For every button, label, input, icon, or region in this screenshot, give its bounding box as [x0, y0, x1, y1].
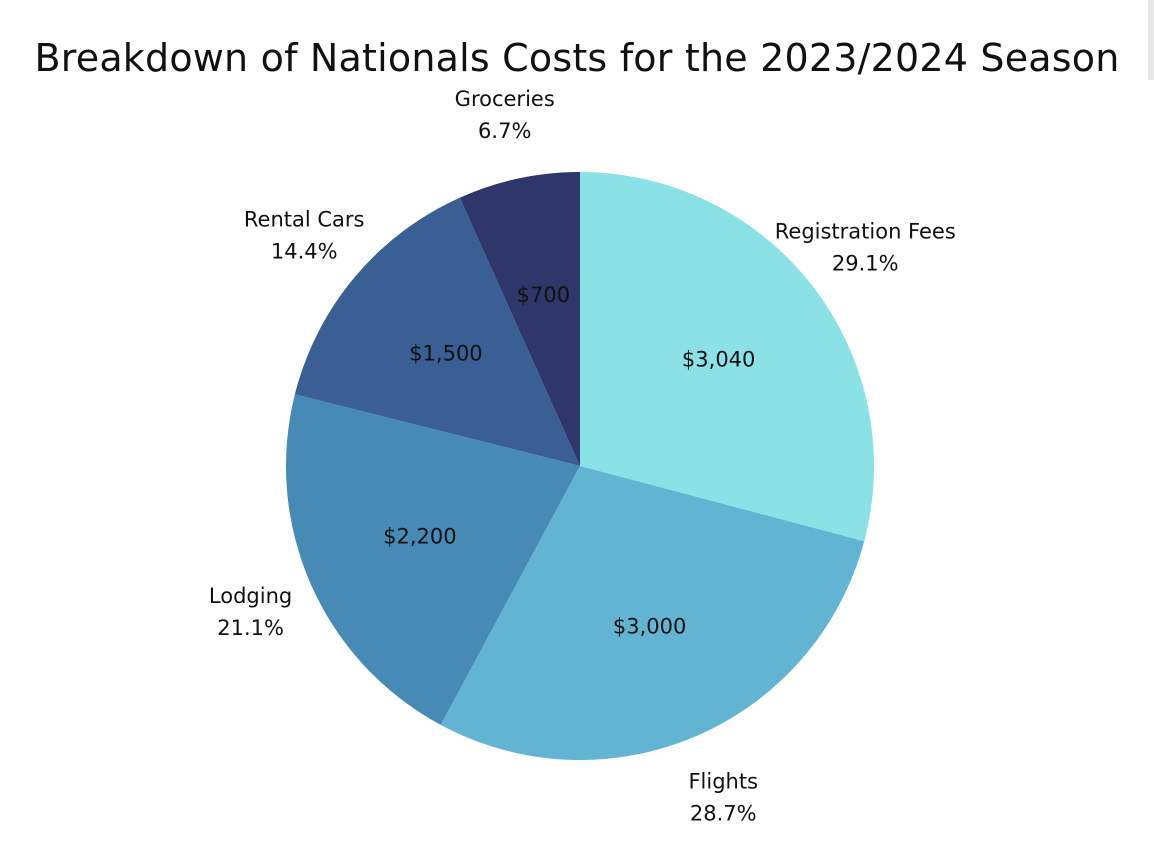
percent-label-flights: 28.7%	[690, 801, 757, 825]
pie-slice-registration-fees	[580, 172, 874, 542]
pie-slices	[286, 172, 874, 761]
value-label-groceries: $700	[517, 283, 570, 307]
percent-label-rental-cars: 14.4%	[271, 240, 338, 264]
value-label-registration-fees: $3,040	[682, 347, 755, 371]
category-label-groceries: Groceries	[455, 87, 555, 111]
value-label-lodging: $2,200	[383, 525, 456, 549]
slice-outer-labels: Registration Fees 29.1% Flights 28.7% Lodgin…	[209, 87, 956, 825]
chart-title: Breakdown of Nationals Costs for the 202…	[34, 36, 1120, 80]
value-label-flights: $3,000	[613, 615, 686, 639]
category-label-registration-fees: Registration Fees	[775, 219, 956, 243]
category-label-rental-cars: Rental Cars	[244, 208, 365, 232]
pie-slice-flights	[440, 466, 865, 761]
value-label-rental-cars: $1,500	[409, 342, 482, 366]
percent-label-registration-fees: 29.1%	[832, 251, 899, 275]
percent-label-groceries: 6.7%	[478, 119, 531, 143]
pie-slice-groceries	[459, 172, 580, 466]
category-label-flights: Flights	[688, 769, 758, 793]
pie-slice-rental-cars	[294, 197, 580, 466]
category-label-lodging: Lodging	[209, 584, 292, 608]
pie-slice-lodging	[286, 394, 580, 725]
percent-label-lodging: 21.1%	[217, 616, 284, 640]
slice-value-labels: $3,040 $3,000 $2,200 $1,500 $700	[383, 283, 755, 639]
window-edge-strip	[1148, 0, 1154, 80]
